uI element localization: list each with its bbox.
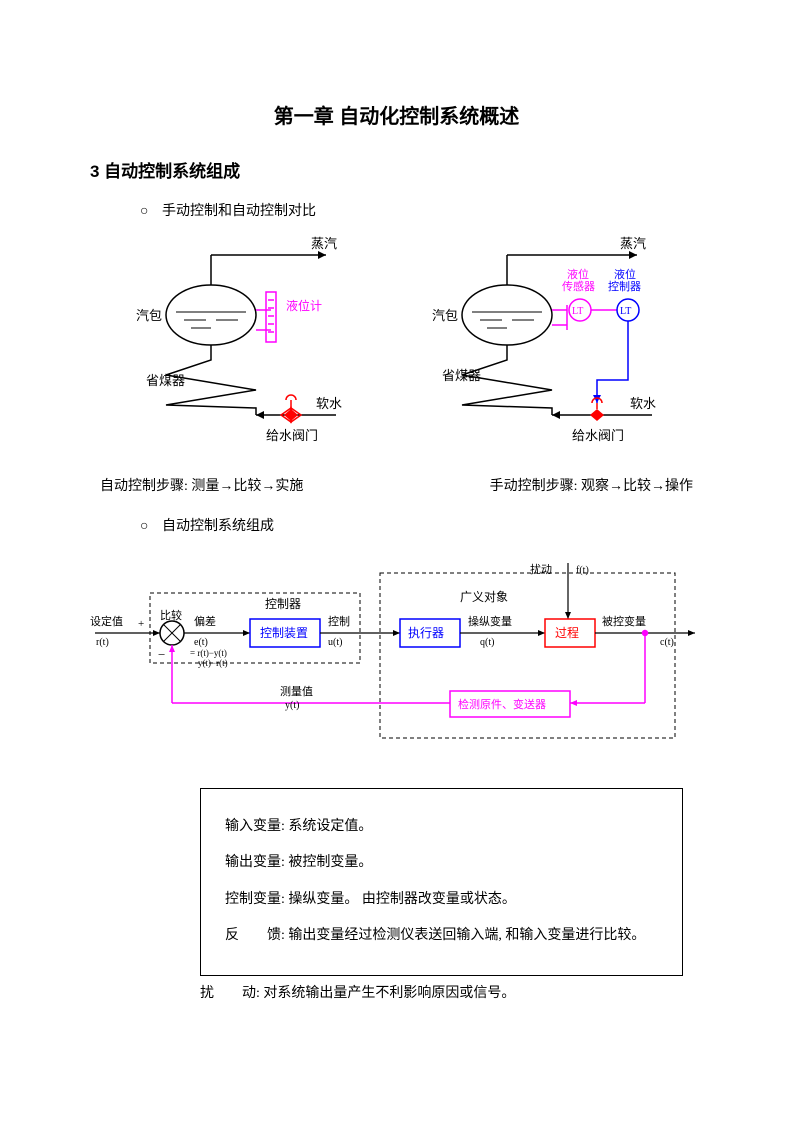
label-controlled-sym: c(t) (660, 637, 674, 648)
label-economizer: 省煤器 (146, 373, 185, 388)
svg-text:传感器: 传感器 (562, 280, 595, 293)
label-setpoint: 设定值 (90, 614, 123, 628)
label-feed-valve2: 给水阀门 (572, 428, 624, 443)
bullet-item-1: 手动控制和自动控制对比 (140, 200, 703, 220)
label-ctrl-sig: 控制 (328, 614, 350, 628)
label-process: 过程 (555, 625, 579, 640)
figure-row: 蒸汽 汽包 液位计 (90, 230, 703, 455)
fig-manual: 蒸汽 汽包 液位计 (90, 230, 392, 455)
page-title: 第一章 自动化控制系统概述 (90, 100, 703, 129)
label-err-eq1: = r(t)−y(t) (190, 648, 227, 658)
label-steam2: 蒸汽 (620, 236, 646, 251)
label-meas-sym: y(t) (285, 700, 299, 711)
steps-row: 自动控制步骤: 测量→比较→实施 手动控制步骤: 观察→比较→操作 (100, 475, 693, 495)
label-measure-elem: 检测原件、变送器 (458, 697, 546, 711)
label-economizer2: 省煤器 (442, 368, 481, 383)
steps-auto: 自动控制步骤: 测量→比较→实施 (100, 475, 303, 495)
fig-auto: 蒸汽 汽包 LT 液位 传感器 (402, 230, 704, 455)
label-drum: 汽包 (136, 308, 162, 323)
steps-manual: 手动控制步骤: 观察→比较→操作 (490, 475, 693, 495)
label-lt: LT (572, 306, 583, 317)
def-disturbance: 扰 动: 对系统输出量产生不利影响原因或信号。 (200, 982, 683, 1002)
label-drum2: 汽包 (432, 308, 458, 323)
svg-text:−: − (158, 647, 165, 662)
svg-text:+: + (138, 618, 144, 630)
label-level-sensor: 液位 (567, 267, 589, 281)
def-input: 输入变量: 系统设定值。 (225, 809, 658, 845)
label-feed-valve: 给水阀门 (266, 428, 318, 443)
label-plant-box: 广义对象 (460, 590, 508, 604)
block-diagram: 控制器 广义对象 设定值 r(t) + 比较 − 偏差 e(t) = r(t)−… (90, 553, 703, 758)
label-lt2: LT (620, 306, 631, 317)
label-meas-val: 测量值 (280, 685, 313, 698)
label-disturb-sym: f(t) (576, 565, 589, 576)
label-controller-box: 控制器 (265, 597, 301, 611)
label-disturb: 扰动 (530, 562, 552, 576)
label-error: 偏差 (194, 614, 216, 628)
label-level-gauge: 液位计 (286, 298, 322, 313)
def-output: 输出变量: 被控制变量。 (225, 845, 658, 881)
label-manip-sym: q(t) (480, 637, 494, 648)
def-control: 控制变量: 操纵变量。 由控制器改变量或状态。 (225, 882, 658, 918)
section-heading: 3 自动控制系统组成 (90, 157, 703, 182)
def-feedback: 反 馈: 输出变量经过检测仪表送回输入端, 和输入变量进行比较。 (225, 918, 658, 954)
label-softwater2: 软水 (630, 396, 656, 411)
bullet-item-2: 自动控制系统组成 (140, 515, 703, 535)
svg-text:控制器: 控制器 (608, 279, 641, 293)
label-steam: 蒸汽 (311, 236, 337, 251)
label-compare: 比较 (160, 608, 182, 622)
label-setpoint-sym: r(t) (96, 637, 109, 648)
label-controlled: 被控变量 (602, 614, 646, 628)
label-err-eq2: y(t)−r(t) (198, 658, 228, 668)
label-ctrl-device: 控制装置 (260, 626, 308, 640)
definitions-box: 输入变量: 系统设定值。 输出变量: 被控制变量。 控制变量: 操纵变量。 由控… (200, 788, 683, 976)
label-actuator: 执行器 (408, 626, 444, 640)
label-err-sym: e(t) (194, 637, 208, 648)
label-softwater: 软水 (316, 396, 342, 411)
label-manip: 操纵变量 (468, 614, 512, 628)
label-level-ctrl: 液位 (614, 267, 636, 281)
label-ctrl-sym: u(t) (328, 637, 342, 648)
